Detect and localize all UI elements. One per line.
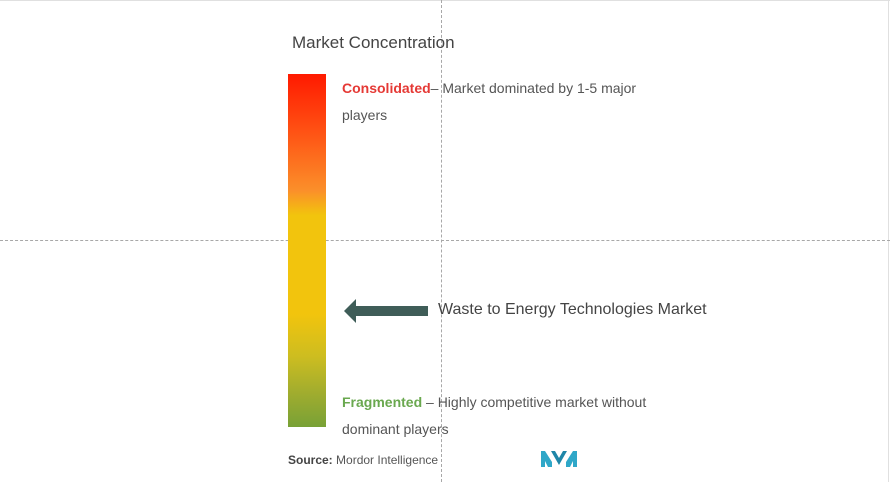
mordor-intelligence-logo-icon bbox=[541, 451, 577, 467]
fragmented-label: Fragmented bbox=[342, 394, 423, 410]
top-border bbox=[0, 0, 890, 1]
source-note: Source: Mordor Intelligence bbox=[288, 453, 438, 467]
chart-title: Market Concentration bbox=[292, 33, 455, 52]
consolidated-description: Consolidated– Market dominated by 1-5 ma… bbox=[342, 75, 652, 129]
consolidated-label: Consolidated bbox=[342, 80, 431, 96]
market-position-arrow-icon bbox=[344, 298, 428, 323]
market-marker-label: Waste to Energy Technologies Market bbox=[438, 300, 707, 318]
concentration-gradient-bar bbox=[288, 74, 326, 427]
horizontal-guide-line bbox=[0, 240, 890, 241]
source-value: Mordor Intelligence bbox=[336, 453, 439, 467]
vertical-guide-line bbox=[441, 0, 442, 482]
fragmented-description: Fragmented – Highly competitive market w… bbox=[342, 389, 672, 443]
fragmented-text: – Highly competitive market without domi… bbox=[342, 394, 647, 437]
consolidated-text: – Market dominated by 1-5 major players bbox=[342, 80, 637, 123]
right-border bbox=[888, 0, 889, 482]
source-label: Source: bbox=[288, 453, 333, 467]
